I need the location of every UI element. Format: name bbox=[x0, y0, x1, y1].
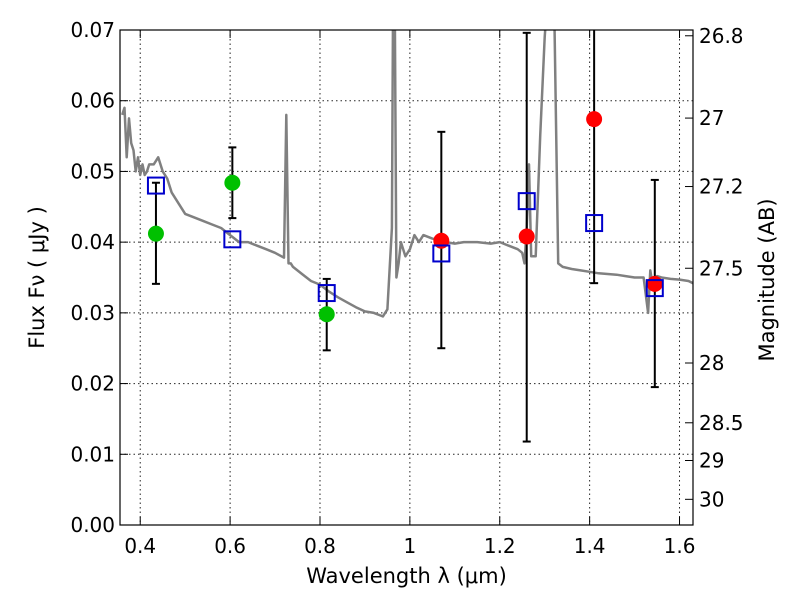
data-point-square bbox=[146, 176, 165, 195]
right-tick-label: 26.8 bbox=[699, 24, 744, 48]
y-tick-label: 0.01 bbox=[70, 442, 115, 466]
x-tick-label: 1 bbox=[404, 534, 417, 558]
right-tick-label: 27.5 bbox=[699, 256, 744, 280]
data-point-circle bbox=[318, 306, 335, 323]
right-tick-label: 28 bbox=[699, 351, 724, 375]
data-point-square bbox=[517, 192, 536, 211]
model-spectrum-line bbox=[121, 30, 693, 318]
y-tick-label: 0.07 bbox=[70, 18, 115, 42]
axis-ticks bbox=[120, 29, 693, 526]
plot-frame bbox=[119, 29, 694, 526]
right-tick-label: 29 bbox=[699, 449, 724, 473]
y-tick-label: 0.02 bbox=[70, 372, 115, 396]
marker-layer bbox=[146, 111, 664, 323]
y-tick-label: 0.06 bbox=[70, 89, 115, 113]
x-tick-label: 0.8 bbox=[304, 534, 336, 558]
x-tick-label: 1.4 bbox=[574, 534, 606, 558]
x-tick-label: 1.2 bbox=[484, 534, 516, 558]
data-point-circle bbox=[586, 111, 603, 128]
y-axis-label: Flux Fν ( μJy ) bbox=[25, 206, 49, 349]
data-point-circle bbox=[646, 275, 663, 292]
errorbar-layer bbox=[151, 30, 659, 443]
x-tick-label: 1.6 bbox=[664, 534, 696, 558]
data-point-square bbox=[645, 279, 664, 298]
right-tick-label: 30 bbox=[699, 487, 724, 511]
y-tick-label: 0.05 bbox=[70, 159, 115, 183]
data-point-circle bbox=[147, 225, 164, 242]
data-point-circle bbox=[518, 228, 535, 245]
data-point-square bbox=[585, 214, 604, 233]
x-tick-label: 0.4 bbox=[124, 534, 156, 558]
data-point-square bbox=[432, 244, 451, 263]
right-tick-label: 27 bbox=[699, 106, 724, 130]
x-tick-label: 0.6 bbox=[214, 534, 246, 558]
data-point-circle bbox=[224, 174, 241, 191]
y-tick-label: 0.04 bbox=[70, 230, 115, 254]
data-point-square bbox=[317, 284, 336, 303]
y-tick-label: 0.03 bbox=[70, 301, 115, 325]
x-axis-label: Wavelength λ (μm) bbox=[306, 564, 507, 588]
data-point-square bbox=[223, 230, 242, 249]
right-tick-label: 28.5 bbox=[699, 411, 744, 435]
grid-lines bbox=[120, 30, 693, 525]
axis-tick-labels: 0.4 0.6 0.8 1 1.2 1.4 1.6 0.00 0.01 0.02 0.03 0.04 0… bbox=[70, 18, 743, 558]
right-axis-label: Magnitude (AB) bbox=[755, 198, 779, 361]
y-tick-label: 0.00 bbox=[70, 513, 115, 537]
right-tick-label: 27.2 bbox=[699, 175, 744, 199]
model-spectrum-layer bbox=[121, 30, 693, 318]
